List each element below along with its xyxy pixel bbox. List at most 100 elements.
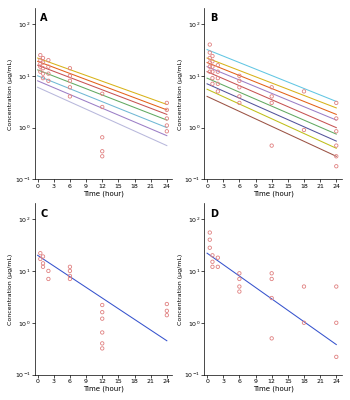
Point <box>99 340 105 346</box>
Point <box>334 100 339 106</box>
Point <box>215 75 220 81</box>
Point <box>40 260 46 266</box>
Point <box>215 88 220 94</box>
Y-axis label: Concentration (μg/mL): Concentration (μg/mL) <box>8 58 13 130</box>
Point <box>164 100 170 106</box>
Point <box>40 264 46 270</box>
Point <box>37 64 43 70</box>
Point <box>207 59 212 66</box>
Point <box>207 50 212 56</box>
Y-axis label: Concentration (μg/mL): Concentration (μg/mL) <box>178 254 183 325</box>
Point <box>269 295 274 301</box>
Point <box>237 270 242 276</box>
Point <box>334 354 339 360</box>
Point <box>215 62 220 68</box>
Point <box>210 64 215 70</box>
X-axis label: Time (hour): Time (hour) <box>83 385 124 392</box>
Point <box>301 127 307 133</box>
Point <box>40 59 46 66</box>
Point <box>210 75 215 81</box>
Point <box>269 84 274 90</box>
Point <box>237 288 242 295</box>
Point <box>67 276 73 282</box>
Point <box>67 273 73 279</box>
Point <box>237 93 242 100</box>
Point <box>269 93 274 100</box>
Point <box>237 84 242 90</box>
Point <box>210 252 215 258</box>
Point <box>99 302 105 308</box>
Point <box>164 312 170 318</box>
Point <box>67 93 73 100</box>
Point <box>46 70 51 77</box>
Point <box>269 276 274 282</box>
Point <box>210 58 215 64</box>
Point <box>37 52 43 58</box>
Point <box>237 100 242 106</box>
Point <box>40 65 46 72</box>
Point <box>99 316 105 322</box>
Point <box>37 250 43 256</box>
Point <box>215 264 220 270</box>
Point <box>164 128 170 134</box>
Point <box>237 283 242 290</box>
Point <box>210 81 215 87</box>
Point <box>215 81 220 87</box>
Point <box>99 104 105 110</box>
Point <box>301 88 307 94</box>
Point <box>46 276 51 282</box>
Point <box>207 68 212 75</box>
Point <box>46 78 51 84</box>
Point <box>99 90 105 97</box>
Point <box>164 122 170 129</box>
Point <box>99 309 105 315</box>
Point <box>334 142 339 149</box>
Point <box>237 72 242 79</box>
Point <box>164 301 170 307</box>
Point <box>46 268 51 274</box>
Point <box>210 264 215 270</box>
Point <box>334 163 339 170</box>
Point <box>334 320 339 326</box>
Point <box>46 64 51 70</box>
Point <box>67 84 73 90</box>
Y-axis label: Concentration (μg/mL): Concentration (μg/mL) <box>8 254 13 325</box>
Point <box>99 148 105 154</box>
Point <box>334 128 339 134</box>
Point <box>99 329 105 336</box>
Point <box>40 55 46 61</box>
Point <box>334 115 339 122</box>
Point <box>67 65 73 72</box>
X-axis label: Time (hour): Time (hour) <box>253 385 293 392</box>
Point <box>207 55 212 61</box>
Point <box>210 53 215 59</box>
Point <box>99 345 105 352</box>
Point <box>67 268 73 274</box>
Point <box>207 229 212 236</box>
Point <box>164 115 170 122</box>
Point <box>269 335 274 342</box>
Point <box>207 244 212 251</box>
Point <box>40 75 46 81</box>
Point <box>269 100 274 106</box>
Text: A: A <box>41 14 48 24</box>
Point <box>46 57 51 63</box>
Point <box>207 64 212 70</box>
Point <box>164 308 170 314</box>
Point <box>40 70 46 77</box>
Point <box>301 320 307 326</box>
Point <box>215 68 220 75</box>
Text: D: D <box>210 209 218 219</box>
X-axis label: Time (hour): Time (hour) <box>253 190 293 196</box>
X-axis label: Time (hour): Time (hour) <box>83 190 124 196</box>
Point <box>237 78 242 84</box>
Point <box>301 283 307 290</box>
Point <box>99 134 105 140</box>
Point <box>67 78 73 84</box>
Point <box>334 153 339 160</box>
Point <box>334 283 339 290</box>
Text: B: B <box>210 14 217 24</box>
Point <box>99 153 105 160</box>
Point <box>210 68 215 75</box>
Point <box>269 270 274 276</box>
